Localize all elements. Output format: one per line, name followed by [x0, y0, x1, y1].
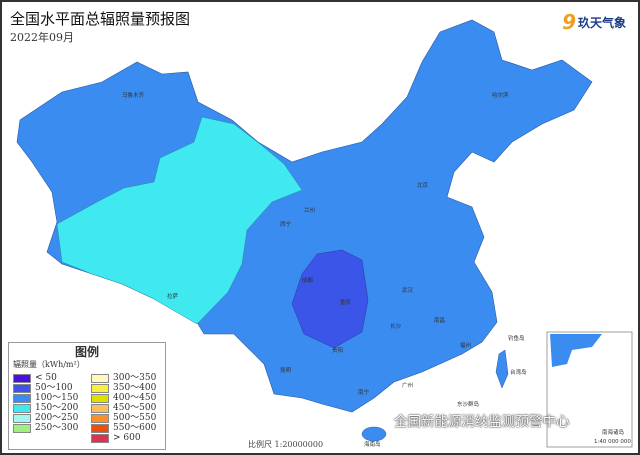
- legend-label: 550～600: [113, 423, 157, 433]
- city-label: 东沙群岛: [457, 400, 480, 408]
- logo-icon: 9: [562, 10, 576, 34]
- map-title: 全国水平面总辐照量预报图: [10, 10, 191, 28]
- legend-swatch: [13, 403, 31, 413]
- legend-item: 350～400: [91, 383, 156, 393]
- legend-label: 50～100: [35, 383, 73, 393]
- hainan-island: [361, 426, 387, 442]
- city-label: 拉萨: [167, 292, 179, 300]
- watermark: 全国新能源消纳监测预警中心: [394, 414, 570, 430]
- legend-item: 500～550: [91, 413, 156, 423]
- legend-swatch: [91, 433, 109, 443]
- legend-swatch: [13, 413, 31, 423]
- city-label: 兰州: [304, 206, 315, 214]
- legend-swatch: [91, 423, 109, 433]
- city-label: 西宁: [280, 220, 292, 228]
- legend-swatch: [91, 373, 109, 383]
- legend-label: 250～300: [35, 423, 79, 433]
- region-core: [291, 249, 369, 349]
- inset-label: 南海诸岛: [602, 428, 625, 436]
- city-label: 南昌: [434, 316, 445, 324]
- legend-label: 100～150: [35, 393, 79, 403]
- legend-label: 350～400: [113, 383, 157, 393]
- logo-text: 玖天气象: [577, 15, 626, 30]
- inset-coast: [550, 334, 602, 367]
- legend-swatch: [13, 393, 31, 403]
- legend-item: > 600: [91, 433, 156, 443]
- city-label: 钓鱼岛: [508, 334, 525, 342]
- legend-swatch: [91, 403, 109, 413]
- city-label: 武汉: [402, 286, 414, 294]
- legend-item: 550～600: [91, 423, 156, 433]
- legend-column: 300～350 350～400 400～450 450～500 500～550 550～6…: [91, 373, 156, 443]
- legend-heading: 图例: [74, 345, 99, 359]
- logo: 9 玖天气象: [562, 10, 626, 34]
- city-label: 北京: [417, 181, 429, 189]
- legend-label: > 600: [113, 433, 141, 443]
- legend-item: 400～450: [91, 393, 156, 403]
- legend-unit: 辐照量（kWh/m²）: [13, 360, 85, 369]
- legend-item: 300～350: [91, 373, 156, 383]
- city-label: 福州: [460, 341, 471, 349]
- legend-label: 400～450: [113, 393, 157, 403]
- legend-item: 200～250: [13, 413, 78, 423]
- legend-swatch: [91, 413, 109, 423]
- city-label: 重庆: [340, 298, 352, 306]
- legend-label: 150～200: [35, 403, 79, 413]
- legend-label: 450～500: [113, 403, 157, 413]
- legend-label: 500～550: [113, 413, 157, 423]
- map-subtitle: 2022年09月: [10, 31, 74, 44]
- legend-label: 200～250: [35, 413, 79, 423]
- legend-item: 250～300: [13, 423, 78, 433]
- city-label: 昆明: [280, 367, 292, 374]
- legend-label: 300～350: [113, 373, 157, 383]
- legend-item: 450～500: [91, 403, 156, 413]
- legend-column: < 50 50～100 100～150 150～200 200～250 250～300: [13, 373, 78, 433]
- city-label: 乌鲁木齐: [122, 91, 145, 99]
- city-label: 广州: [402, 381, 413, 389]
- city-label: 成都: [302, 276, 314, 284]
- legend-label: < 50: [35, 373, 57, 383]
- legend-item: 100～150: [13, 393, 78, 403]
- city-label: 哈尔滨: [492, 91, 509, 99]
- taiwan-island: [495, 349, 509, 389]
- legend-swatch: [13, 423, 31, 433]
- legend-swatch: [13, 383, 31, 393]
- city-label: 台湾岛: [510, 368, 527, 376]
- legend-swatch: [91, 393, 109, 403]
- inset-scale: 1:40 000 000: [594, 439, 631, 445]
- legend-swatch: [91, 383, 109, 393]
- city-label: 海南岛: [364, 440, 381, 448]
- scale-label: 比例尺 1:20000000: [248, 440, 324, 449]
- legend-item: < 50: [13, 373, 78, 383]
- legend-item: 50～100: [13, 383, 78, 393]
- legend-item: 150～200: [13, 403, 78, 413]
- region-west: [56, 116, 303, 325]
- legend-swatch: [13, 373, 31, 383]
- city-label: 贵阳: [332, 346, 343, 354]
- legend: 图例 辐照量（kWh/m²） < 50 50～100 100～150 150～200 2…: [8, 342, 166, 450]
- city-label: 长沙: [390, 322, 402, 330]
- city-label: 南宁: [358, 388, 370, 396]
